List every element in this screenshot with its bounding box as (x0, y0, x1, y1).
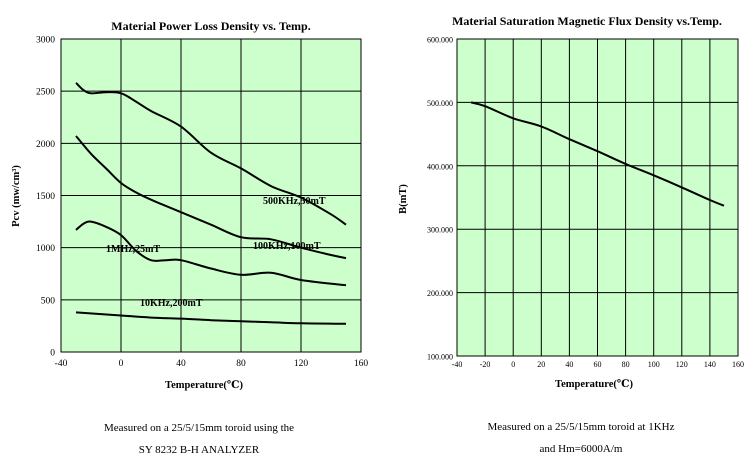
series-label-500khz: 500KHz,50mT (263, 196, 326, 207)
x-axis-label: Temperature(℃) (165, 380, 243, 391)
series-label-1mhz: 1MHz,25mT (106, 244, 160, 255)
chart-title: Material Power Loss Density vs. Temp. (111, 19, 310, 33)
x-tick-label: 40 (176, 359, 186, 369)
y-axis-label: Pcv (mw/cm³) (11, 165, 22, 227)
caption-line-1: Measured on a 25/5/15mm toroid at 1KHz (488, 421, 675, 433)
y-tick-label: 300.000 (427, 226, 453, 235)
x-tick-label: 120 (294, 359, 309, 369)
x-tick-label: -40 (452, 360, 463, 369)
series-line-0 (75, 82, 347, 226)
x-tick-label: 120 (676, 360, 688, 369)
y-tick-label: 3000 (36, 36, 55, 46)
x-tick-label: 140 (704, 360, 716, 369)
y-tick-label: 400.000 (427, 162, 453, 171)
plot-border (456, 38, 739, 357)
y-tick-label: 600.000 (427, 36, 453, 45)
y-tick-label: 500 (41, 296, 56, 306)
x-axis-label: Temperature(℃) (555, 379, 633, 390)
tick-labels: -40 -20 0 20 40 60 80 100 120 140 160 100.000 200.00… (427, 36, 744, 370)
plot-border (60, 38, 362, 353)
x-tick-label: 40 (565, 360, 573, 369)
x-tick-label: 100 (648, 360, 660, 369)
caption-line-2: and Hm=6000A/m (540, 443, 623, 455)
x-tick-label: 60 (594, 360, 602, 369)
x-tick-label: -40 (55, 359, 68, 369)
series-line-2 (75, 220, 347, 287)
series-line-3 (75, 311, 347, 325)
y-axis-label: B(mT) (398, 184, 409, 214)
caption-line-2: SY 8232 B-H ANALYZER (139, 444, 260, 456)
series-label-100khz: 100KHz,100mT (253, 241, 321, 252)
y-tick-label: 1500 (36, 192, 55, 202)
x-tick-label: -20 (480, 360, 491, 369)
caption-line-1: Measured on a 25/5/15mm toroid using the (104, 422, 294, 434)
x-tick-label: 20 (537, 360, 545, 369)
y-tick-label: 2000 (36, 140, 55, 150)
flux-density-chart: Material Saturation Magnetic Flux Densit… (398, 14, 744, 455)
grid-lines (457, 39, 738, 356)
series-lines (75, 82, 347, 325)
chart-title: Material Saturation Magnetic Flux Densit… (452, 14, 722, 28)
series-line-0 (470, 101, 725, 207)
y-tick-label: 1000 (36, 244, 55, 254)
y-tick-label: 200.000 (427, 289, 453, 298)
x-tick-label: 160 (354, 359, 369, 369)
series-lines (470, 101, 725, 207)
y-tick-label: 500.000 (427, 99, 453, 108)
x-tick-label: 0 (119, 359, 124, 369)
x-tick-label: 0 (511, 360, 515, 369)
x-tick-label: 160 (732, 360, 744, 369)
x-tick-label: 80 (236, 359, 246, 369)
series-line-1 (75, 135, 347, 260)
x-tick-label: 80 (622, 360, 630, 369)
y-tick-label: 0 (50, 349, 55, 359)
series-label-10khz: 10KHz,200mT (140, 298, 203, 309)
y-tick-label: 2500 (36, 88, 55, 98)
power-loss-chart: Material Power Loss Density vs. Temp. -4… (11, 19, 368, 456)
y-tick-label: 100.000 (427, 353, 453, 362)
